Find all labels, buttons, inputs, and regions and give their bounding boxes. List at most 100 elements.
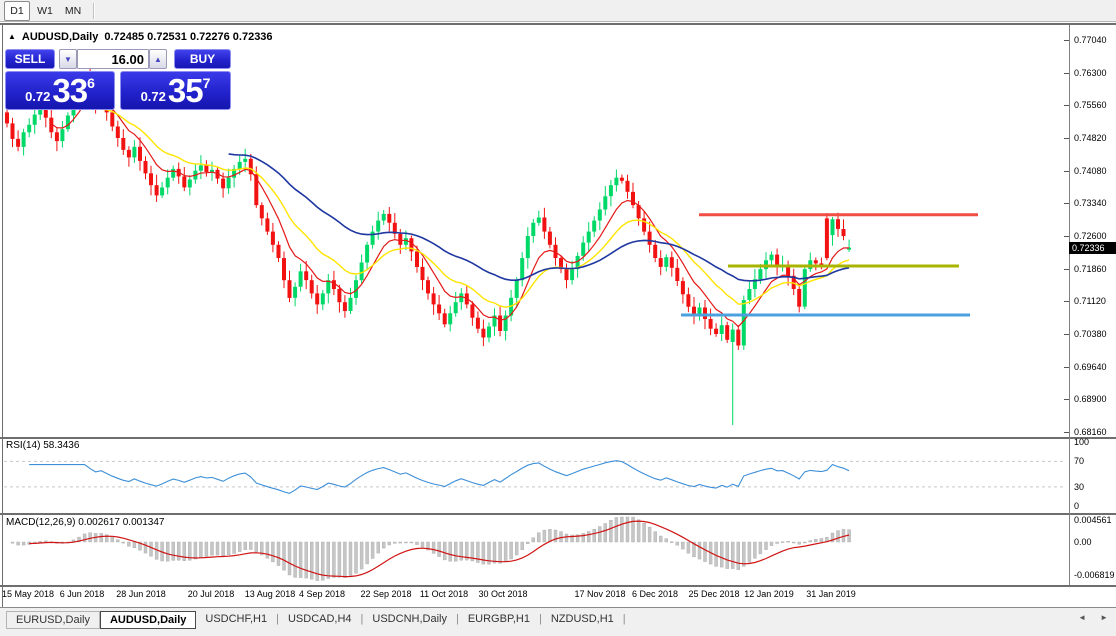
- date-axis-label: 17 Nov 2018: [574, 589, 626, 599]
- price-tick: [1064, 105, 1069, 106]
- price-axis-label: 0.70380: [1074, 329, 1107, 339]
- tab-scroll-arrows: ◄ ►: [1078, 613, 1108, 622]
- rsi-axis-label: 0: [1074, 501, 1080, 511]
- sell-price-prefix: 0.72: [25, 89, 51, 104]
- buy-price-big: 35: [167, 72, 204, 109]
- timeframe-buttons: D1 W1 MN: [3, 0, 87, 21]
- chart-frame-left: [2, 25, 3, 607]
- price-tick: [1064, 301, 1069, 302]
- chart-ohlc-values: 0.72485 0.72531 0.72276 0.72336: [104, 31, 273, 43]
- date-axis-label: 11 Oct 2018: [419, 589, 469, 599]
- volume-decrease-button[interactable]: ▼: [59, 49, 77, 69]
- rsi-plot: [4, 460, 1066, 494]
- chart-tab-nzdusd-h1[interactable]: NZDUSD,H1: [550, 613, 614, 625]
- date-axis-label: 20 Jul 2018: [187, 589, 235, 599]
- macd-axis-label: 0.00: [1074, 537, 1092, 547]
- collapse-panel-icon[interactable]: ▲: [8, 32, 16, 41]
- candles-group: [5, 67, 852, 425]
- sell-price-pip: 6: [87, 75, 95, 91]
- price-tick: [1064, 138, 1069, 139]
- tab-divider: |: [360, 613, 364, 625]
- price-tick: [1064, 269, 1069, 270]
- price-axis-label: 0.68900: [1074, 394, 1107, 404]
- chart-frame-top: [0, 23, 1116, 25]
- rsi-label: RSI(14) 58.3436: [6, 440, 80, 451]
- horizontal-level-lines[interactable]: [681, 213, 978, 317]
- date-axis-label: 4 Sep 2018: [298, 589, 346, 599]
- tab-scroll-right-icon[interactable]: ►: [1100, 613, 1108, 622]
- macd-separator[interactable]: [0, 513, 1116, 515]
- sell-price-box[interactable]: 0.72 33 6: [5, 71, 115, 110]
- price-axis-border: [1069, 25, 1070, 585]
- buy-price-box[interactable]: 0.72 35 7: [120, 71, 231, 110]
- date-axis-label: 13 Aug 2018: [244, 589, 296, 599]
- sell-button[interactable]: SELL: [5, 49, 55, 69]
- price-tick: [1064, 367, 1069, 368]
- rsi-axis-label: 70: [1074, 456, 1085, 466]
- tab-divider: |: [538, 613, 542, 625]
- price-axis-label: 0.74820: [1074, 133, 1107, 143]
- date-axis-label: 6 Jun 2018: [59, 589, 105, 599]
- rsi-separator[interactable]: [0, 437, 1116, 439]
- rsi-axis-label: 30: [1074, 482, 1085, 492]
- volume-input[interactable]: [77, 49, 149, 69]
- tab-scroll-left-icon[interactable]: ◄: [1078, 613, 1087, 622]
- timeframe-button-d1[interactable]: D1: [4, 0, 30, 21]
- date-axis-separator: [0, 585, 1116, 587]
- timeframe-button-w1[interactable]: W1: [37, 4, 53, 17]
- date-axis-label: 28 Jun 2018: [116, 589, 166, 599]
- buy-button[interactable]: BUY: [174, 49, 231, 69]
- price-axis-label: 0.71860: [1074, 264, 1107, 274]
- date-axis-label: 22 Sep 2018: [360, 589, 412, 599]
- price-axis-label: 0.77040: [1074, 35, 1107, 45]
- price-axis-label: 0.74080: [1074, 166, 1107, 176]
- chart-tab-eurgbp-h1[interactable]: EURGBP,H1: [467, 613, 530, 625]
- date-axis-label: 12 Jan 2019: [744, 589, 794, 599]
- one-click-trade-panel: SELL ▼ ▲ BUY 0.72 33 6 0.72 35 7: [5, 47, 231, 110]
- price-tick: [1064, 73, 1069, 74]
- toolbar-separator: [93, 2, 95, 19]
- chart-symbol: AUDUSD,Daily: [21, 31, 99, 43]
- price-axis-label: 0.71120: [1074, 296, 1106, 306]
- trade-panel-row: SELL ▼ ▲ BUY: [5, 49, 231, 69]
- macd-axis-label: -0.006819: [1074, 570, 1115, 580]
- ma-lines: [50, 100, 850, 328]
- tab-divider: |: [455, 613, 459, 625]
- chart-tab-bar: EURUSD,Daily AUDUSD,Daily USDCHF,H1 | USDCAD…: [0, 607, 1116, 636]
- timeframe-toolbar: D1 W1 MN: [0, 0, 1116, 22]
- chart-tab-eurusd-daily[interactable]: EURUSD,Daily: [6, 611, 100, 629]
- price-tick: [1064, 432, 1069, 433]
- price-axis-label: 0.75560: [1074, 100, 1107, 110]
- tab-divider: |: [276, 613, 279, 625]
- price-axis-label: 0.72600: [1074, 231, 1107, 241]
- date-axis-label: 15 May 2018: [1, 589, 55, 599]
- buy-price-prefix: 0.72: [140, 89, 166, 104]
- macd-axis-label: 0.004561: [1074, 515, 1112, 525]
- macd-plot: [10, 516, 851, 581]
- price-tick: [1064, 171, 1069, 172]
- price-axis-label: 0.73340: [1074, 198, 1107, 208]
- price-axis-label: 0.76300: [1074, 68, 1107, 78]
- date-axis-label: 25 Dec 2018: [688, 589, 740, 599]
- chart-title: ▲ AUDUSD,Daily 0.72485 0.72531 0.72276 0…: [8, 31, 273, 43]
- chart-tab-usdcnh-daily[interactable]: USDCNH,Daily: [372, 613, 447, 625]
- price-axis-label: 0.68160: [1074, 427, 1107, 437]
- timeframe-button-mn[interactable]: MN: [64, 4, 82, 17]
- chart-tab-audusd-daily[interactable]: AUDUSD,Daily: [99, 611, 197, 629]
- price-tick: [1064, 203, 1069, 204]
- price-tick: [1064, 40, 1069, 41]
- sell-price-big: 33: [52, 72, 88, 109]
- date-axis-label: 30 Oct 2018: [478, 589, 528, 599]
- chart-tab-usdchf-h1[interactable]: USDCHF,H1: [205, 613, 268, 625]
- buy-price-pip: 7: [202, 75, 211, 91]
- chart-tab-usdcad-h4[interactable]: USDCAD,H4: [287, 613, 352, 625]
- date-axis-label: 31 Jan 2019: [806, 589, 856, 599]
- price-axis-label: 0.69640: [1074, 362, 1107, 372]
- rsi-axis-label: 100: [1074, 437, 1090, 447]
- tab-divider: |: [622, 613, 626, 625]
- price-tick: [1064, 334, 1069, 335]
- volume-increase-button[interactable]: ▲: [149, 49, 167, 69]
- date-axis-label: 6 Dec 2018: [631, 589, 679, 599]
